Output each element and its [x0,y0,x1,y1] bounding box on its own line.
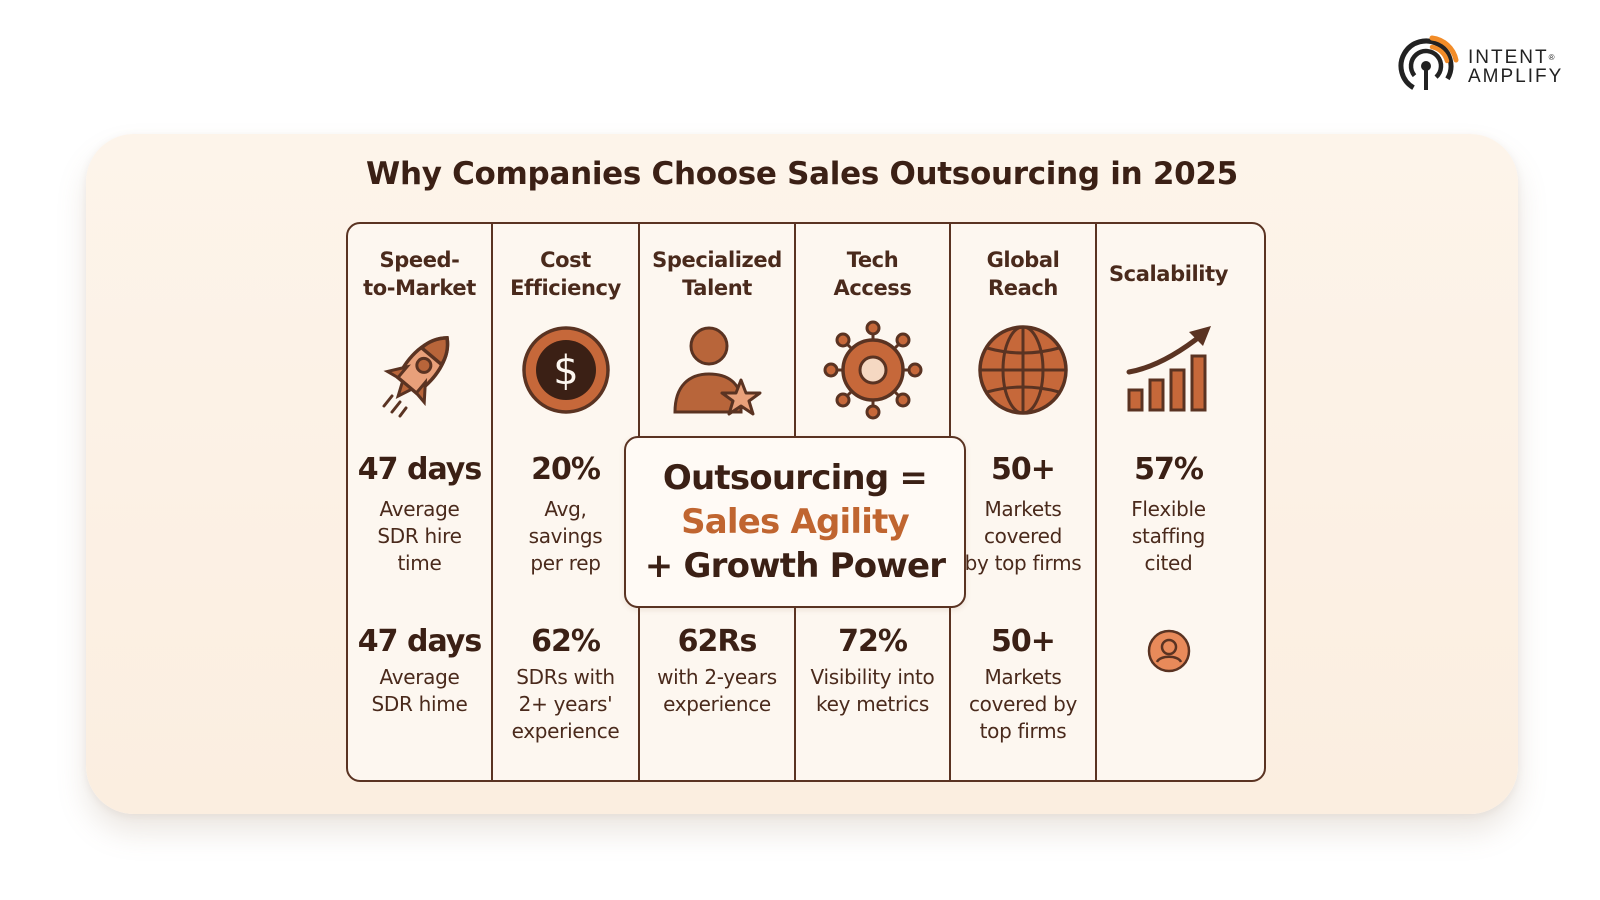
column-speed-to-market: Speed-to-Market 47 days Average SDR hire t… [348,224,493,780]
callout-line-2: Sales Agility [681,502,910,542]
registered-mark: ® [1548,53,1555,62]
stat-description-secondary: Markets covered by top firms [968,665,1078,743]
brand-line-1: INTENT [1468,47,1549,68]
infographic-title: Why Companies Choose Sales Outsourcing i… [366,156,1238,192]
stat-value: 47 days [357,452,482,487]
gear-network-icon [823,320,922,420]
column-global-reach: Global Reach 50+ Markets covered by top fir… [951,224,1097,780]
stat-description-secondary: SDRs with 2+ years' experience [511,665,620,743]
user-circle-icon [1147,629,1190,673]
column-heading: Scalability [1108,262,1229,286]
column-heading: Tech Access [833,248,912,300]
column-cost-efficiency: Cost Efficiency $ 20% Avg, savings per rep … [493,224,640,780]
stat-value: 50+ [991,452,1056,487]
column-scalability: Scalability 57% Flexible staffing cited [1097,224,1240,780]
stat-description: Markets covered by top firms [964,497,1082,575]
intent-amplify-signal-icon [1398,35,1459,94]
column-heading: Speed-to-Market [363,248,476,300]
stat-value-secondary: 50+ [991,624,1056,659]
column-tech-access: Tech Access [796,224,951,780]
svg-text:$: $ [553,348,578,394]
stat-description: Average SDR hire time [377,497,462,575]
stat-value-secondary: 62% [531,624,601,659]
column-specialized-talent: Specialized Talent 62Rs with 2-years exper… [640,224,796,780]
stat-description: Flexible staffing cited [1131,497,1206,575]
column-heading: Global Reach [986,248,1060,300]
brand-line-2: AMPLIFY [1468,66,1564,87]
brand-wordmark: INTENT® AMPLIFY [1468,48,1563,86]
dollar-coin-icon: $ [521,326,610,414]
stat-value-secondary: 47 days [357,624,482,659]
column-heading: Cost Efficiency [510,248,621,300]
person-star-icon [673,326,762,416]
stat-value: 20% [531,452,601,487]
stat-value: 57% [1134,452,1204,487]
callout-line-1: Outsourcing = [662,458,928,498]
center-callout: Outsourcing = Sales Agility + Growth Pow… [624,436,966,608]
stat-value-secondary: 62Rs [677,624,758,659]
stat-description: Avg, savings per rep [528,497,603,575]
globe-icon [978,325,1068,415]
brand-logo: INTENT® AMPLIFY [1394,30,1574,100]
callout-line-3: + Growth Power [644,546,946,586]
benefits-grid: Speed-to-Market 47 days Average SDR hire t… [346,222,1266,782]
stat-value-secondary: 72% [838,624,908,659]
stat-description-secondary: with 2-years experience [657,665,777,716]
stat-description-secondary: Visibility into key metrics [810,665,935,716]
infographic-card: Why Companies Choose Sales Outsourcing i… [86,134,1518,814]
column-heading: Specialized Talent [652,248,782,300]
stat-description-secondary: Average SDR hime [371,665,468,716]
growth-chart-icon [1126,326,1211,412]
rocket-icon [382,336,449,418]
